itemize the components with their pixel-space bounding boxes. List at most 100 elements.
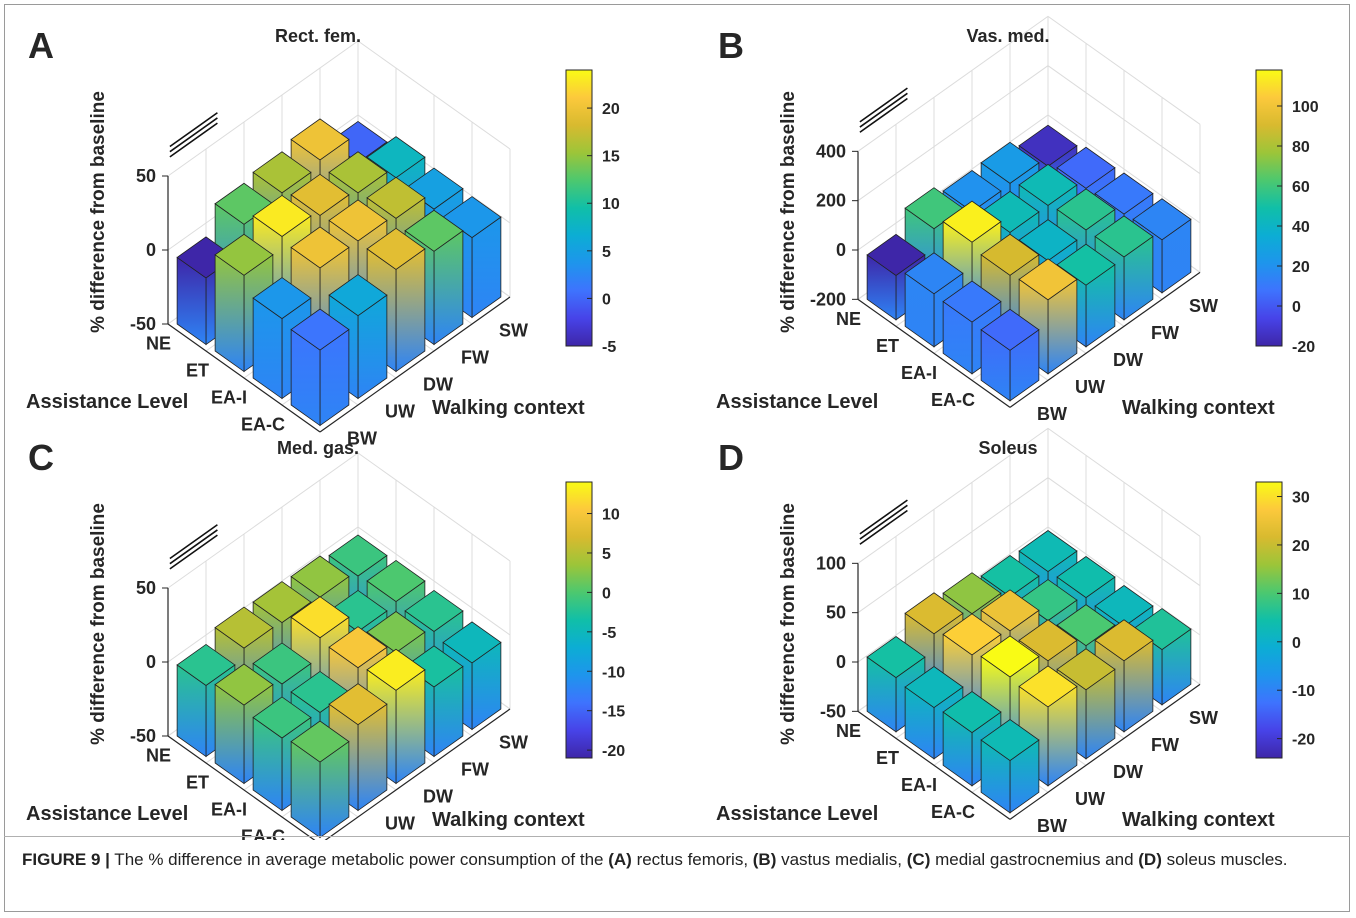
colorbar-tick-label: 10: [602, 507, 620, 524]
z-tick-label: -50: [820, 701, 846, 721]
caption-text: The % difference in average metabolic po…: [110, 850, 1288, 869]
walking-tick-label: FW: [461, 348, 489, 368]
colorbar-tick-label: 0: [1292, 635, 1301, 652]
colorbar-tick-label: 20: [1292, 538, 1310, 555]
walking-tick-label: DW: [423, 375, 453, 395]
bar-face-top: [366, 176, 426, 219]
walking-axis-label: Walking context: [1122, 397, 1275, 419]
walking-tick-label: FW: [1151, 735, 1179, 755]
significance-bar: [859, 97, 908, 133]
bar-face-top: [252, 696, 312, 739]
walking-tick-label: SW: [499, 733, 528, 753]
bar-face-top: [366, 559, 426, 603]
colorbar-tick-label: 0: [1292, 299, 1301, 316]
colorbar-tick-label: 20: [602, 101, 620, 118]
panel-letter: A: [28, 25, 54, 66]
panel-title: Rect. fem.: [275, 26, 361, 46]
z-tick-label: 0: [146, 240, 156, 260]
bar-face-top: [366, 648, 426, 691]
significance-bar: [169, 122, 218, 158]
colorbar-tick-label: -5: [602, 625, 616, 642]
bar-face-top: [366, 227, 426, 270]
bar-face-top: [980, 141, 1040, 184]
bar-face-top: [176, 643, 236, 686]
walking-tick-label: FW: [461, 760, 489, 780]
bar-face-top: [290, 555, 350, 598]
bar-face-top: [328, 683, 388, 726]
panel-letter: B: [718, 25, 744, 66]
z-tick-label: 100: [816, 553, 846, 573]
bar-face-top: [290, 308, 350, 351]
caption-segment: (D): [1138, 850, 1162, 869]
walking-tick-label: UW: [385, 814, 415, 834]
colorbar: [565, 481, 593, 759]
colorbar-tick-label: -20: [1292, 339, 1315, 356]
colorbar-tick-label: 40: [1292, 219, 1310, 236]
bar-face-top: [1056, 556, 1116, 599]
colorbar-tick-label: 5: [602, 244, 611, 261]
colorbar-tick-label: 80: [1292, 139, 1310, 156]
bar-face-top: [404, 589, 464, 632]
caption-segment: soleus muscles.: [1161, 850, 1288, 869]
bar-face-top: [980, 719, 1040, 762]
colorbar-tick-label: -5: [602, 339, 616, 356]
z-axis-label: % difference from baseline: [88, 503, 109, 745]
colorbar: [1255, 481, 1283, 759]
bar-face-top: [980, 635, 1040, 678]
bar-face-top: [328, 151, 388, 194]
z-tick-label: 0: [146, 652, 156, 672]
walking-tick-label: BW: [1037, 816, 1067, 836]
bar-face-top: [1018, 258, 1078, 301]
assistance-tick-label: EA-C: [931, 390, 975, 410]
bar-face-top: [214, 606, 274, 649]
bar-face-top: [866, 636, 926, 679]
panel-title: Vas. med.: [966, 26, 1049, 46]
bar-face-top: [404, 209, 464, 252]
bar-face-top: [942, 200, 1002, 243]
bar-face-top: [980, 555, 1040, 598]
colorbar: [565, 69, 593, 347]
walking-axis-label: Walking context: [432, 809, 585, 831]
walking-axis-label: Walking context: [1122, 809, 1275, 831]
panel-title: Med. gas.: [277, 438, 359, 458]
bar-face-top: [1018, 619, 1078, 662]
panel-letter: C: [28, 437, 54, 478]
bar-face-top: [1056, 146, 1116, 189]
assistance-axis-line: [857, 298, 1011, 408]
walking-axis-line: [319, 296, 511, 433]
bar-face-top: [942, 170, 1002, 213]
colorbar-tick-label: 10: [1292, 586, 1310, 603]
bar-face-top: [252, 581, 312, 624]
bar-face-top: [328, 534, 388, 577]
walking-tick-label: DW: [1113, 350, 1143, 370]
bar-face-top: [1018, 530, 1078, 573]
colorbar-tick-label: -10: [1292, 683, 1315, 700]
bar-face-top: [980, 233, 1040, 276]
colorbar-tick-label: 60: [1292, 179, 1310, 196]
assistance-axis-line: [167, 735, 316, 840]
bar-face-top: [1094, 215, 1154, 258]
colorbar-tick-label: -20: [1292, 732, 1315, 749]
bar-face-top: [290, 226, 350, 269]
caption-segment: vastus medialis,: [776, 850, 907, 869]
bar-face-top: [904, 252, 964, 295]
bar: [290, 308, 350, 427]
caption-segment: (B): [752, 850, 777, 869]
grid-line: [857, 477, 1201, 614]
assistance-axis-line: [857, 710, 1011, 820]
colorbar-tick-label: 100: [1292, 99, 1319, 116]
bar-face-top: [252, 277, 312, 320]
bar-face-top: [942, 691, 1002, 734]
colorbar-tick-label: -10: [602, 664, 625, 681]
panel-title: Soleus: [978, 438, 1037, 458]
z-tick-label: -200: [810, 289, 846, 309]
figure-caption: FIGURE 9 | The % difference in average m…: [22, 848, 1332, 872]
assistance-tick-label: NE: [146, 746, 171, 766]
bar-face-top: [1094, 619, 1154, 662]
z-tick-label: -50: [130, 726, 156, 746]
assistance-tick-label: ET: [186, 361, 209, 381]
bar-face-top: [290, 720, 350, 763]
caption-label: FIGURE 9 |: [22, 850, 110, 869]
